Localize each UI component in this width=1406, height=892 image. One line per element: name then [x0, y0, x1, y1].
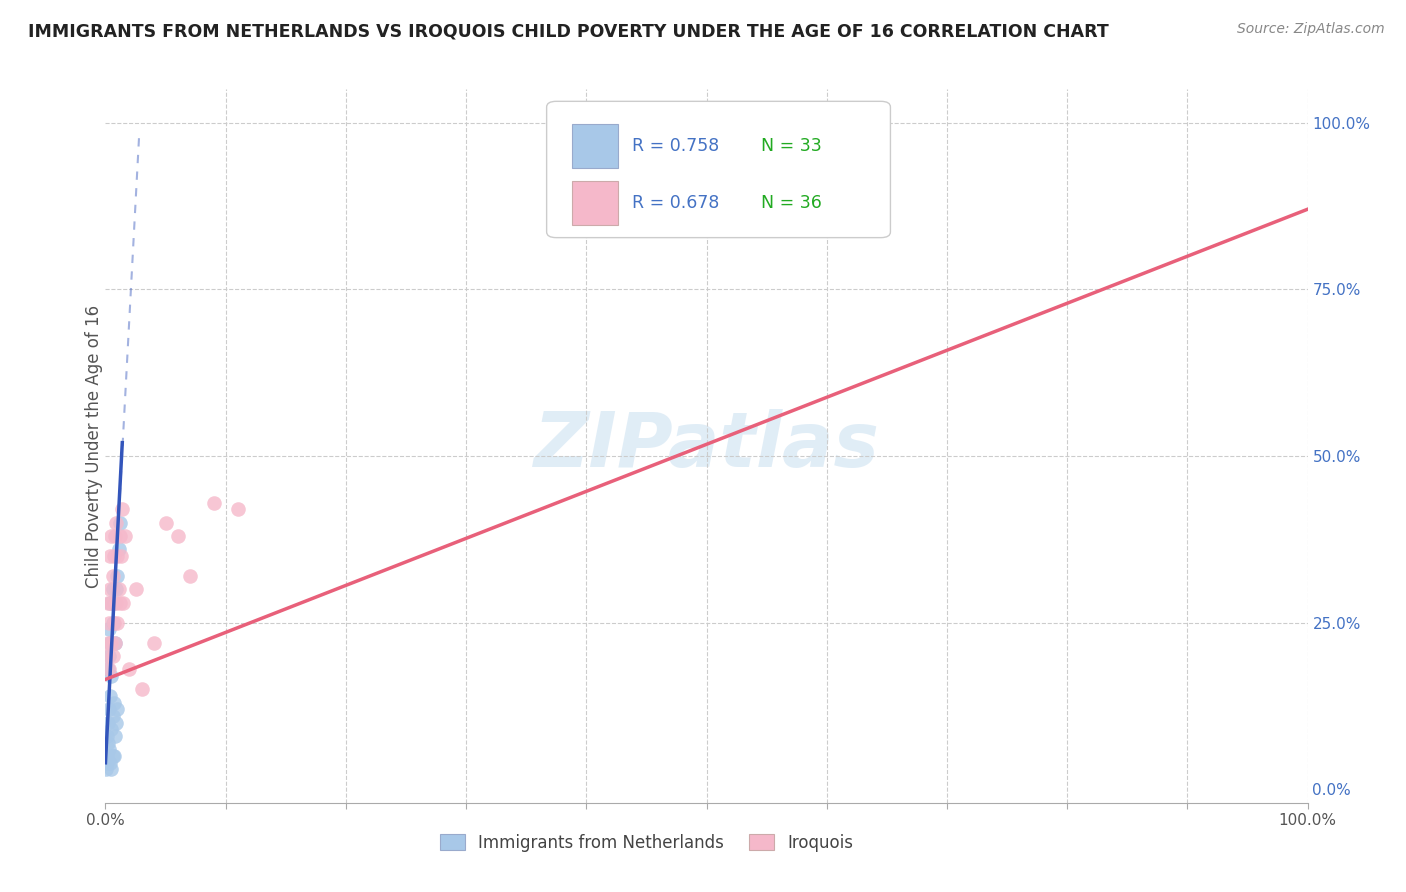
Point: [111, 502, 134, 516]
FancyBboxPatch shape: [547, 102, 890, 237]
Point: [124, 582, 146, 597]
Point: [98, 549, 121, 563]
Point: [98, 615, 121, 630]
Point: [97, 636, 120, 650]
Point: [100, 636, 122, 650]
FancyBboxPatch shape: [572, 124, 617, 169]
Point: [105, 582, 128, 597]
Text: N = 33: N = 33: [761, 137, 821, 155]
Point: [101, 709, 124, 723]
Point: [100, 529, 122, 543]
Point: [166, 529, 188, 543]
Text: ZIPatlas: ZIPatlas: [533, 409, 880, 483]
Point: [155, 516, 177, 530]
Text: IMMIGRANTS FROM NETHERLANDS VS IROQUOIS CHILD POVERTY UNDER THE AGE OF 16 CORREL: IMMIGRANTS FROM NETHERLANDS VS IROQUOIS …: [28, 22, 1109, 40]
Point: [108, 596, 131, 610]
Point: [105, 715, 128, 730]
Point: [98, 742, 121, 756]
Point: [104, 636, 127, 650]
Point: [103, 749, 125, 764]
Point: [108, 529, 131, 543]
Point: [105, 516, 128, 530]
Point: [103, 596, 125, 610]
Point: [108, 516, 131, 530]
Point: [142, 636, 165, 650]
Point: [107, 569, 129, 583]
Point: [98, 623, 121, 637]
Point: [107, 702, 129, 716]
Point: [96, 756, 118, 770]
Point: [98, 582, 121, 597]
Point: [98, 662, 121, 676]
Point: [107, 615, 129, 630]
Point: [112, 596, 135, 610]
Point: [104, 729, 127, 743]
Point: [97, 736, 120, 750]
Point: [107, 542, 129, 557]
Point: [118, 662, 141, 676]
Y-axis label: Child Poverty Under the Age of 16: Child Poverty Under the Age of 16: [86, 304, 103, 588]
Point: [97, 596, 120, 610]
Text: Source: ZipAtlas.com: Source: ZipAtlas.com: [1237, 22, 1385, 37]
Point: [101, 615, 124, 630]
Legend: Immigrants from Netherlands, Iroquois: Immigrants from Netherlands, Iroquois: [433, 828, 860, 859]
Point: [101, 749, 124, 764]
Point: [96, 749, 118, 764]
Point: [101, 569, 124, 583]
Point: [100, 669, 122, 683]
Point: [107, 582, 129, 597]
Point: [98, 596, 121, 610]
Point: [103, 696, 125, 710]
Point: [107, 549, 129, 563]
Point: [179, 569, 201, 583]
Text: R = 0.678: R = 0.678: [631, 194, 720, 212]
Text: R = 0.758: R = 0.758: [631, 137, 720, 155]
Point: [105, 596, 128, 610]
Point: [202, 496, 225, 510]
Point: [98, 702, 121, 716]
Point: [98, 649, 121, 664]
Point: [101, 649, 124, 664]
Point: [131, 682, 153, 697]
Point: [98, 689, 121, 703]
Point: [94, 763, 117, 777]
Point: [96, 729, 118, 743]
Point: [98, 636, 121, 650]
Point: [100, 763, 122, 777]
Point: [98, 756, 121, 770]
Text: N = 36: N = 36: [761, 194, 821, 212]
Point: [97, 662, 120, 676]
Point: [110, 549, 132, 563]
Point: [103, 615, 125, 630]
Point: [100, 723, 122, 737]
Point: [97, 715, 120, 730]
Point: [226, 502, 249, 516]
FancyBboxPatch shape: [572, 181, 617, 226]
Point: [114, 529, 136, 543]
Point: [101, 582, 124, 597]
Point: [96, 649, 118, 664]
Point: [104, 529, 127, 543]
Point: [104, 636, 127, 650]
Point: [100, 596, 122, 610]
Point: [103, 549, 125, 563]
